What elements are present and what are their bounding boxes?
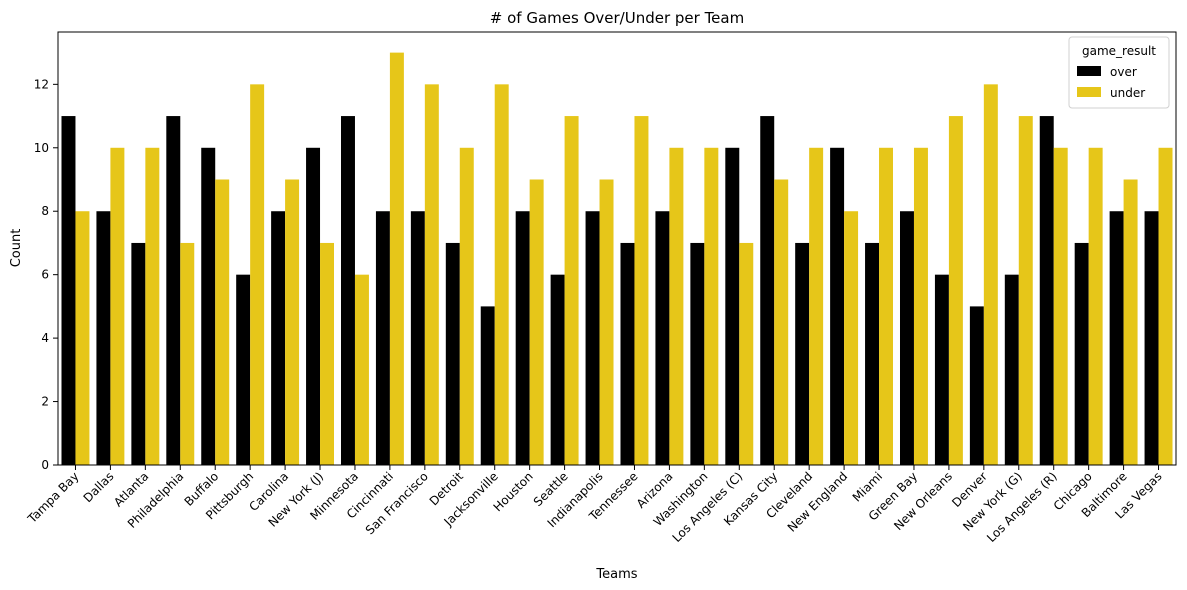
x-tick-label: San Francisco <box>363 469 431 537</box>
y-tick-label: 12 <box>34 77 49 91</box>
bar-over <box>201 147 216 466</box>
bar-over <box>410 211 425 465</box>
x-axis-label: Teams <box>595 567 637 582</box>
bar-under <box>110 147 125 466</box>
bar-under <box>879 147 894 466</box>
bar-over <box>620 242 635 465</box>
bar-under <box>844 211 859 465</box>
bar-under <box>983 84 998 465</box>
bar-under <box>320 242 335 465</box>
bar-over <box>655 211 670 465</box>
bar-under <box>913 147 928 466</box>
bar-under <box>250 84 265 465</box>
x-tick-label: Tampa Bay <box>24 469 81 526</box>
bar-over <box>166 116 181 466</box>
bar-under <box>180 242 195 465</box>
bar-under <box>215 179 230 465</box>
bar-over <box>585 211 600 465</box>
bar-over <box>236 274 251 465</box>
bar-over <box>306 147 321 466</box>
y-tick-label: 2 <box>41 395 49 409</box>
legend-swatch-under <box>1077 87 1101 97</box>
bar-over <box>725 147 740 466</box>
bar-over <box>1004 274 1019 465</box>
bar-under <box>704 147 719 466</box>
bar-over <box>690 242 705 465</box>
bar-under <box>599 179 614 465</box>
bar-under <box>774 179 789 465</box>
bar-over <box>445 242 460 465</box>
bar-over <box>830 147 845 466</box>
bar-under <box>809 147 824 466</box>
bar-under <box>354 274 369 465</box>
bar-over <box>795 242 810 465</box>
bar-under <box>634 116 649 466</box>
bar-under <box>1018 116 1033 466</box>
bar-under <box>494 84 509 465</box>
bar-over <box>480 306 495 465</box>
bar-under <box>669 147 684 466</box>
bar-under <box>739 242 754 465</box>
bar-under <box>1158 147 1173 466</box>
bar-over <box>340 116 355 466</box>
bar-over <box>271 211 286 465</box>
bar-under <box>424 84 439 465</box>
bar-over <box>375 211 390 465</box>
bar-under <box>529 179 544 465</box>
bar-over <box>131 242 146 465</box>
bar-over <box>61 116 76 466</box>
bar-over <box>550 274 565 465</box>
plot-frame <box>57 31 1177 466</box>
bar-over <box>1144 211 1159 465</box>
bar-under <box>564 116 579 466</box>
legend-title: game_result <box>1082 44 1156 58</box>
legend-label-over: over <box>1110 65 1137 79</box>
y-tick-label: 4 <box>41 331 49 345</box>
bar-over <box>760 116 775 466</box>
y-axis-label: Count <box>9 229 24 268</box>
bar-under <box>948 116 963 466</box>
bar-under <box>285 179 300 465</box>
bar-under <box>1053 147 1068 466</box>
bar-over <box>1109 211 1124 465</box>
y-tick-label: 8 <box>41 204 49 218</box>
bar-under <box>389 52 404 465</box>
bar-under <box>459 147 474 466</box>
bar-over <box>96 211 111 465</box>
bar-under <box>1123 179 1138 465</box>
legend-swatch-over <box>1077 66 1101 76</box>
bar-over <box>1039 116 1054 466</box>
bar-under <box>75 211 90 465</box>
legend-label-under: under <box>1110 86 1145 100</box>
y-tick-label: 10 <box>34 141 49 155</box>
bar-under <box>145 147 160 466</box>
bar-over <box>969 306 984 465</box>
bar-over <box>899 211 914 465</box>
bar-over <box>1074 242 1089 465</box>
y-tick-label: 6 <box>41 268 49 282</box>
bar-over <box>865 242 880 465</box>
chart-title: # of Games Over/Under per Team <box>490 9 744 27</box>
bar-under <box>1088 147 1103 466</box>
bar-over <box>934 274 949 465</box>
legend: game_result over under <box>1068 36 1170 109</box>
bar-over <box>515 211 530 465</box>
y-tick-label: 0 <box>41 458 49 472</box>
